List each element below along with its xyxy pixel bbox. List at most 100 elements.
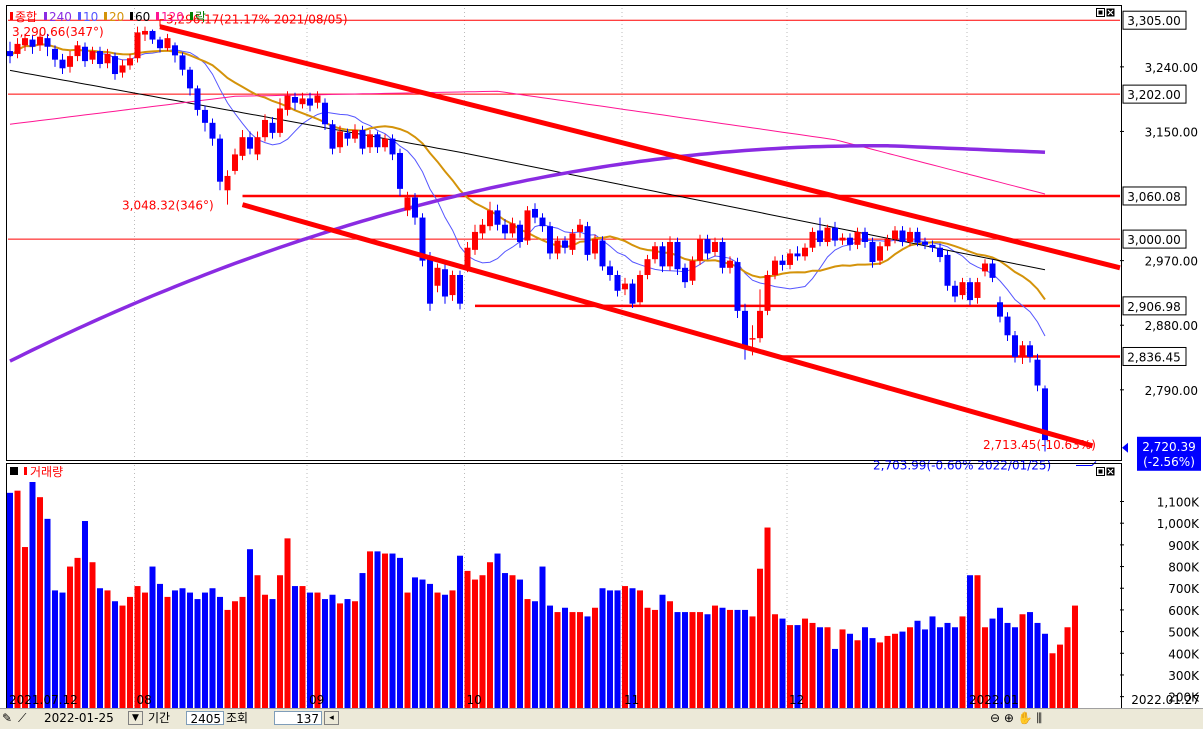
horizontal-price-lines [8,19,1120,358]
candle-95 [719,237,726,274]
candle-body-64 [487,210,493,227]
volume-bar-79 [599,588,606,728]
candle-123 [929,240,936,253]
candle-body-59 [449,274,456,296]
price-box-frame-3 [1122,229,1187,249]
candle-body-130 [982,263,988,272]
candle-body-24 [187,69,193,89]
candle-body-18 [142,30,148,35]
count-input[interactable]: 137 [274,711,322,726]
candle-116 [877,241,883,265]
volume-bar-52 [397,557,403,728]
candle-body-93 [704,239,711,254]
draw-trend-icon[interactable]: ⟋ [18,711,27,725]
candle-54 [412,193,418,225]
candle-13 [104,48,111,69]
volume-bar-67 [509,575,516,728]
price-grid [134,8,968,458]
zoom-controls[interactable]: ⊖ ⊕ ✋ ⫼ [990,711,1043,725]
candle-34 [262,114,268,142]
price-box-label-0: 3,305.00 [1127,14,1180,28]
candle-body-76 [577,224,583,232]
candle-56 [427,252,433,311]
volume-bar-17 [134,586,141,728]
volume-bar-23 [179,588,186,728]
x-tick-label-1: 08 [137,693,152,707]
candle-108 [817,217,823,247]
candle-60 [457,270,463,310]
volume-tick-label-5: 600K [1168,604,1200,618]
volume-bar-41 [314,592,321,728]
candle-81 [614,270,621,297]
price-pane-window-controls[interactable] [1096,8,1115,17]
volume-bar-78 [592,607,598,728]
candle-59 [449,270,456,301]
candle-body-138 [1042,388,1048,441]
candle-119 [899,226,906,247]
candle-body-97 [734,262,741,311]
volume-bar-135 [1019,614,1026,728]
candle-8 [67,51,73,73]
volume-pane[interactable] [6,463,1122,729]
volume-bar-34 [262,594,268,728]
annotation-day-low: 2,703.99(-0.60% 2022/01/25) [873,459,1051,473]
volume-tick-label-2: 900K [1168,539,1200,553]
price-box-3: 3,000.00 [1122,229,1187,249]
period-input[interactable]: 2405 [186,711,224,726]
annotation-high-value: 3,296.17(21.17% 2021/08/05) [166,13,348,27]
volume-bar-76 [577,612,583,728]
volume-bar-100 [757,568,763,728]
volume-legend: 거래량 [10,465,63,479]
candle-36 [277,98,283,138]
candle-body-79 [599,240,606,267]
candle-27 [209,118,216,146]
volume-bar-19 [149,566,156,728]
legend-swatch-3 [104,12,107,20]
query-button[interactable]: 조회 [226,711,249,725]
candle-37 [284,91,291,116]
candle-79 [599,236,606,271]
candle-93 [704,234,711,260]
candle-body-69 [524,210,531,241]
candle-body-128 [967,282,973,301]
volume-bar-69 [524,599,531,728]
legend-label-3: 20 [109,10,124,24]
volume-bar-88 [667,601,673,728]
volume-bar-134 [1012,627,1018,728]
date-dropdown-button[interactable]: ▼ [128,711,143,725]
draw-line-icon[interactable]: ✎ [2,711,13,725]
candle-4 [37,29,43,52]
candle-76 [577,219,583,238]
volume-bar-58 [442,594,448,728]
volume-bar-102 [772,614,778,728]
candle-57 [434,263,441,293]
candle-66 [502,219,508,240]
price-box-label-3: 3,000.00 [1127,233,1180,247]
volume-bar-57 [434,592,441,728]
candle-body-14 [112,56,118,75]
period-label: 기간 [148,711,171,725]
volume-bar-132 [997,607,1003,728]
price-pane[interactable]: 3,290.66(347°) 3,296.17(21.17% 2021/08/05… [6,5,1122,473]
candle-52 [397,148,403,197]
candle-body-120 [907,231,913,242]
candle-body-96 [727,260,733,268]
volume-bar-137 [1034,622,1041,728]
volume-bar-141 [1064,627,1071,728]
candle-78 [592,234,598,260]
candle-body-47 [359,130,366,149]
volume-pane-window-controls[interactable] [1096,467,1115,476]
candle-132 [997,296,1003,323]
candle-body-34 [262,119,268,138]
ma240-line [9,144,1046,363]
volume-bar-77 [584,616,591,728]
volume-bar-9 [74,557,81,728]
volume-tick-label-7: 400K [1168,647,1200,661]
legend-label-5: 120 [161,10,184,24]
candle-body-77 [584,226,591,255]
scroll-left-button[interactable]: ◂ [324,711,339,725]
candle-74 [562,236,568,254]
candle-105 [794,246,801,261]
candle-84 [637,270,643,307]
volume-bar-139 [1049,653,1056,728]
